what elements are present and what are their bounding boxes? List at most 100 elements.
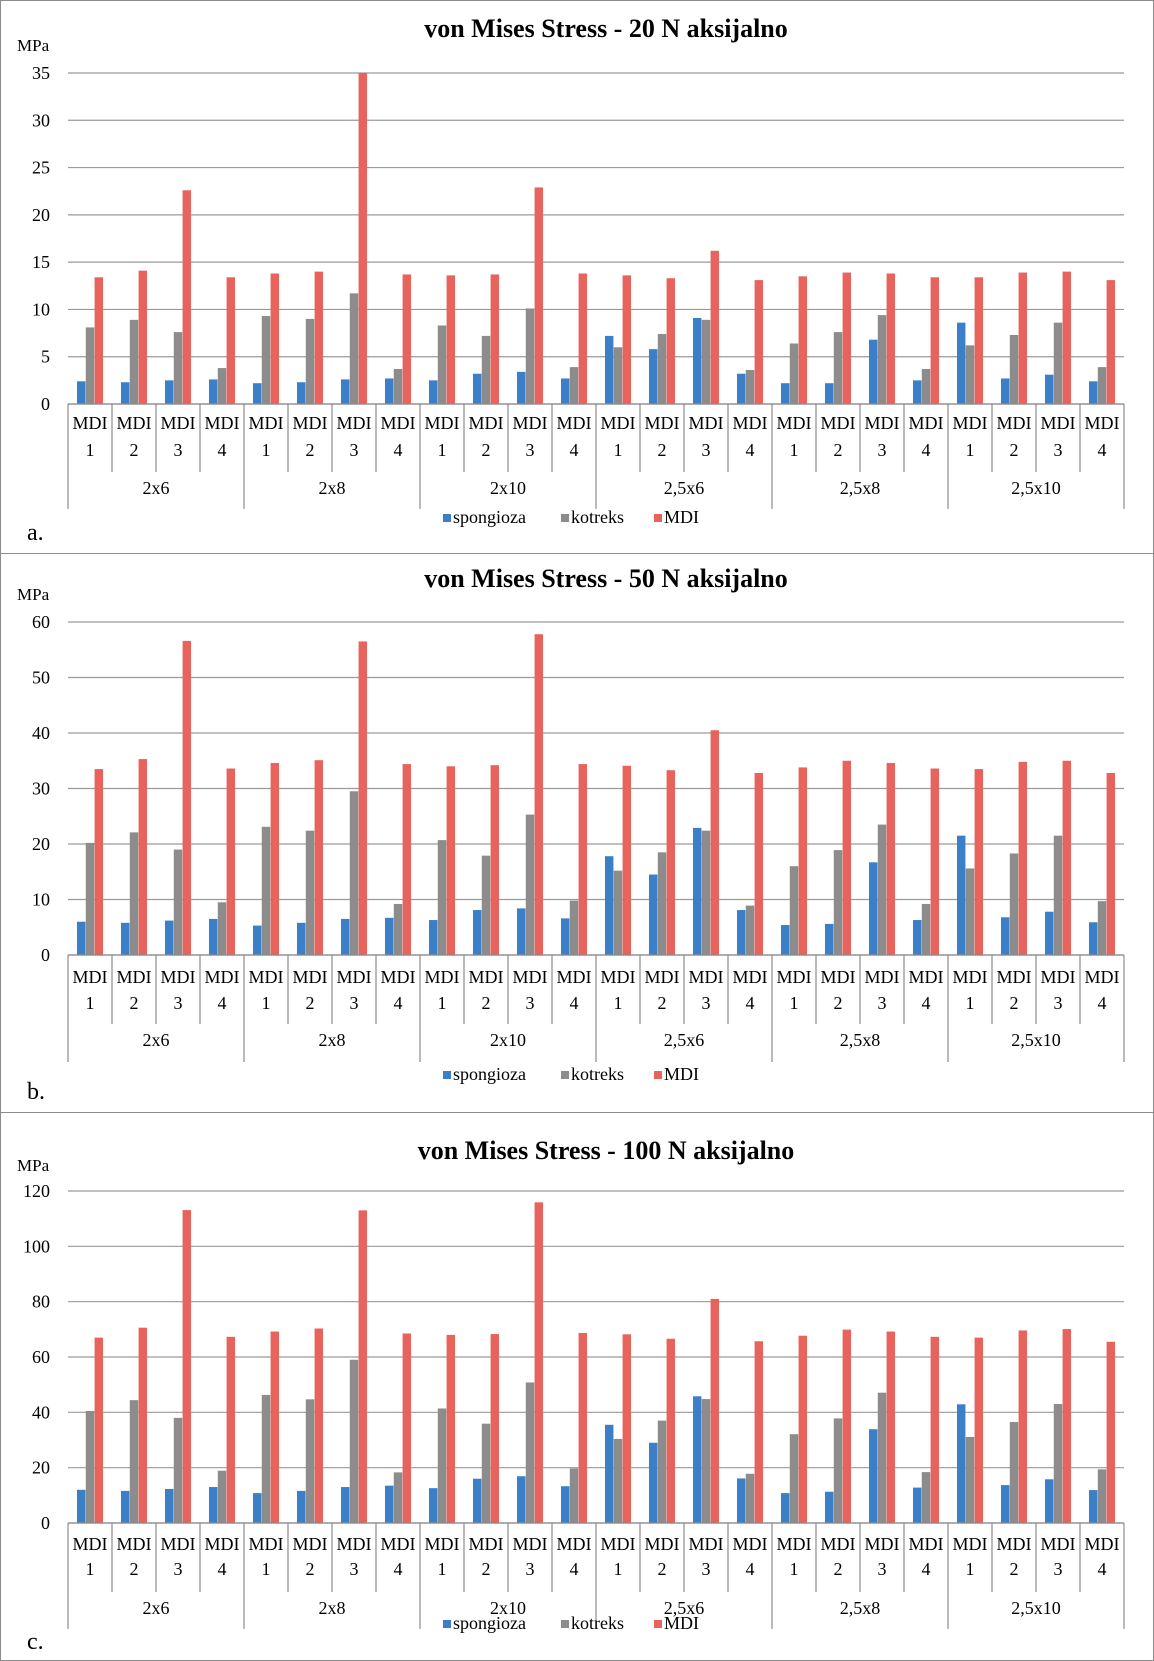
- bar-kotreks: [349, 293, 359, 404]
- bar-spongioza: [824, 923, 834, 955]
- chart-a: von Mises Stress - 20 N aksijalno MPa 0 5 10…: [17, 14, 1125, 527]
- x-tick-number: 1: [438, 1559, 447, 1579]
- bar-kotreks: [305, 830, 315, 955]
- bar-kotreks: [877, 1392, 887, 1523]
- x-tick-label: MDI: [205, 413, 240, 433]
- bar-spongioza: [1088, 1490, 1098, 1523]
- x-tick-number: 1: [790, 440, 799, 460]
- y-tick-label: 0: [41, 394, 50, 414]
- bar-MDI: [798, 1335, 808, 1523]
- x-tick-label: MDI: [645, 967, 680, 987]
- bar-spongioza: [340, 1487, 350, 1523]
- chart-c: von Mises Stress - 100 N aksijalno MPa 0 20…: [17, 1136, 1125, 1633]
- x-tick-label: MDI: [249, 1534, 284, 1554]
- bar-kotreks: [129, 832, 139, 955]
- bar-MDI: [182, 1210, 192, 1523]
- x-tick-label: MDI: [1085, 1534, 1120, 1554]
- bar-spongioza: [648, 874, 658, 955]
- x-tick-label: MDI: [293, 413, 328, 433]
- bar-spongioza: [956, 1404, 966, 1523]
- bar-MDI: [710, 730, 720, 955]
- bar-MDI: [534, 1202, 544, 1523]
- legend-swatch-spongioza: [443, 1620, 451, 1628]
- bar-MDI: [886, 762, 896, 955]
- x-tick-number: 2: [1010, 993, 1019, 1013]
- x-tick-label: MDI: [425, 413, 460, 433]
- bar-spongioza: [76, 921, 86, 955]
- x-tick-number: 2: [306, 440, 315, 460]
- bar-spongioza: [692, 317, 702, 404]
- x-tick-number: 2: [482, 1559, 491, 1579]
- bar-kotreks: [1009, 1422, 1019, 1523]
- x-tick-label: MDI: [953, 413, 988, 433]
- bar-spongioza: [604, 856, 614, 955]
- bar-spongioza: [912, 380, 922, 404]
- group-label: 2x6: [143, 1030, 170, 1050]
- bar-MDI: [754, 772, 764, 955]
- group-label: 2x8: [319, 478, 346, 498]
- y-tick-label: 10: [32, 299, 50, 319]
- bar-kotreks: [833, 332, 843, 404]
- bar-kotreks: [569, 1468, 579, 1523]
- legend-label-spongioza: spongioza: [453, 1064, 526, 1084]
- bar-MDI: [446, 275, 456, 404]
- x-tick-number: 2: [658, 993, 667, 1013]
- chart-title: von Mises Stress - 20 N aksijalno: [424, 14, 788, 43]
- x-tick-label: MDI: [381, 413, 416, 433]
- x-tick-number: 4: [218, 440, 227, 460]
- bar-kotreks: [349, 1359, 359, 1523]
- x-tick-label: MDI: [337, 967, 372, 987]
- x-tick-number: 2: [130, 1559, 139, 1579]
- x-tick-number: 2: [1010, 1559, 1019, 1579]
- bar-MDI: [842, 1329, 852, 1523]
- bar-MDI: [446, 1334, 456, 1523]
- x-tick-label: MDI: [953, 967, 988, 987]
- x-tick-number: 2: [834, 440, 843, 460]
- x-tick-label: MDI: [557, 413, 592, 433]
- bar-MDI: [578, 273, 588, 404]
- bar-MDI: [886, 1331, 896, 1523]
- bar-MDI: [710, 1298, 720, 1523]
- y-tick-label: 50: [32, 668, 50, 688]
- group-label: 2x10: [490, 1030, 526, 1050]
- x-tick-label: MDI: [425, 967, 460, 987]
- panel-label-a: a.: [27, 520, 44, 546]
- x-tick-number: 3: [1054, 993, 1063, 1013]
- bar-MDI: [226, 277, 236, 404]
- bar-spongioza: [164, 380, 174, 404]
- bar-spongioza: [208, 918, 218, 955]
- bar-MDI: [226, 768, 236, 955]
- x-tick-number: 3: [174, 1559, 183, 1579]
- x-tick-number: 2: [482, 440, 491, 460]
- bar-spongioza: [604, 1424, 614, 1523]
- bar-spongioza: [1000, 378, 1010, 404]
- bar-kotreks: [745, 1473, 755, 1523]
- y-tick-label: 20: [32, 1458, 50, 1478]
- x-tick-number: 4: [1098, 993, 1107, 1013]
- x-tick-number: 4: [922, 993, 931, 1013]
- chart-b: von Mises Stress - 50 N aksijalno MPa 0 10 2…: [17, 564, 1125, 1084]
- group-label: 2,5x6: [664, 1598, 705, 1618]
- x-tick-label: MDI: [557, 1534, 592, 1554]
- x-tick-number: 4: [394, 993, 403, 1013]
- x-tick-label: MDI: [469, 967, 504, 987]
- x-tick-label: MDI: [513, 413, 548, 433]
- x-tick-label: MDI: [205, 967, 240, 987]
- bar-spongioza: [252, 383, 262, 404]
- bar-MDI: [886, 273, 896, 404]
- x-tick-number: 1: [262, 993, 271, 1013]
- x-tick-number: 3: [702, 1559, 711, 1579]
- bar-spongioza: [560, 918, 570, 955]
- bar-spongioza: [296, 922, 306, 955]
- bar-kotreks: [173, 1417, 183, 1523]
- bar-MDI: [930, 768, 940, 955]
- bar-MDI: [930, 277, 940, 404]
- bar-kotreks: [657, 334, 667, 404]
- group-label: 2,5x10: [1011, 1598, 1061, 1618]
- x-tick-number: 1: [86, 440, 95, 460]
- bar-kotreks: [613, 870, 623, 955]
- bar-kotreks: [261, 1394, 271, 1523]
- bar-kotreks: [393, 1472, 403, 1523]
- x-tick-number: 2: [130, 993, 139, 1013]
- bar-MDI: [314, 271, 324, 404]
